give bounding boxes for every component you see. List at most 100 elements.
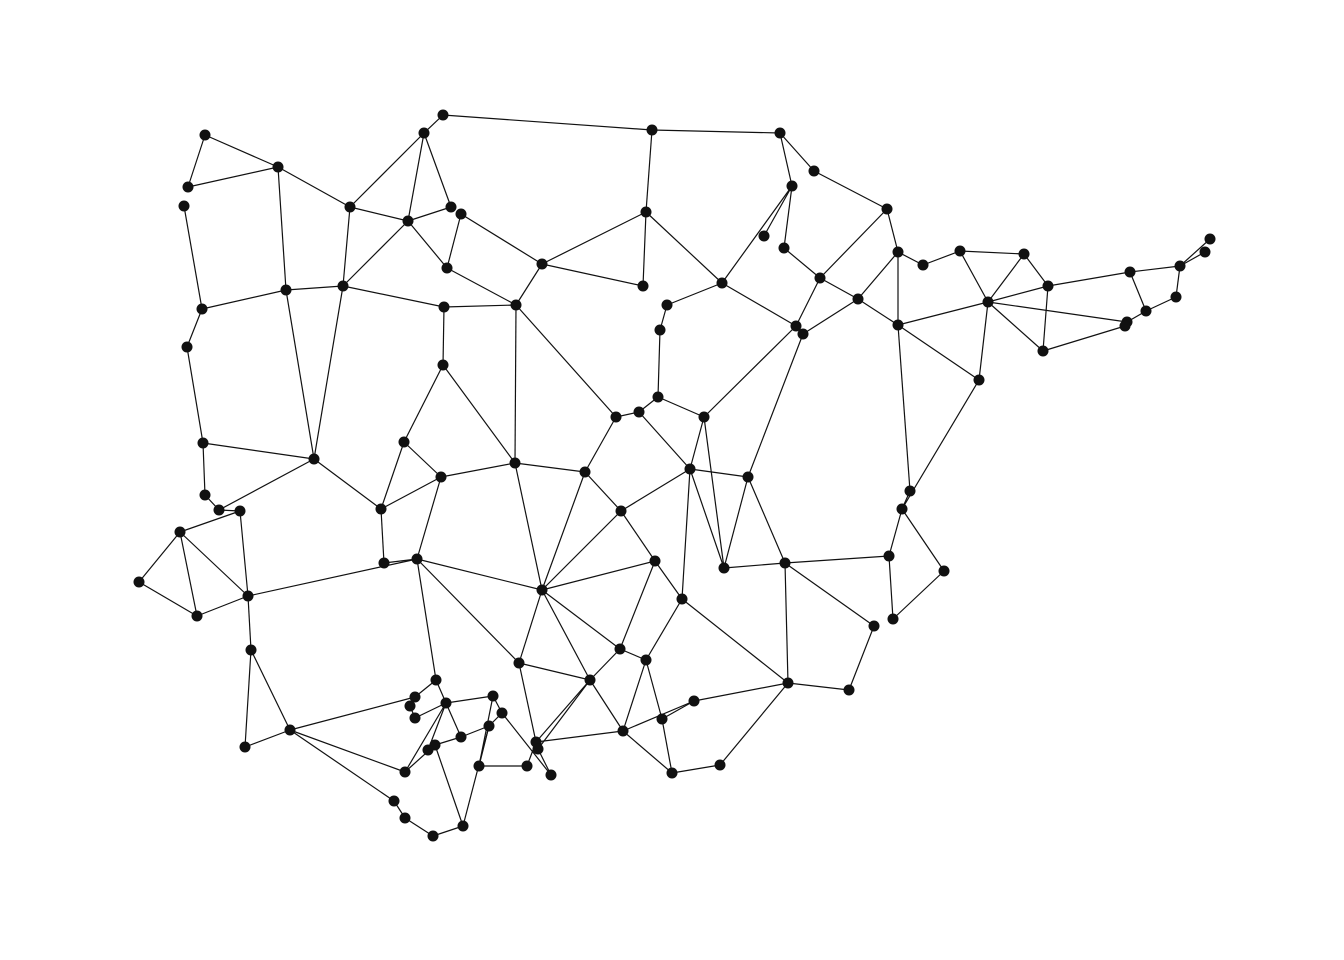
graph-edge: [416, 558, 520, 664]
graph-edge: [289, 729, 395, 802]
graph-edge: [978, 301, 989, 381]
graph-edge: [671, 764, 721, 774]
graph-node: [455, 731, 467, 743]
graph-node: [245, 644, 257, 656]
graph-edge: [342, 285, 445, 308]
graph-edge: [247, 595, 252, 651]
graph-edge: [787, 682, 850, 691]
graph-edge: [416, 558, 543, 591]
graph-edge: [416, 476, 442, 560]
graph-node: [808, 165, 820, 177]
graph-node: [437, 109, 449, 121]
graph-edge: [857, 251, 899, 300]
graph-edge: [620, 468, 691, 512]
graph-node: [652, 391, 664, 403]
graph-node: [1174, 260, 1186, 272]
graph-edge: [541, 560, 656, 591]
graph-edge: [693, 682, 789, 702]
graph-node: [398, 436, 410, 448]
graph-node: [774, 127, 786, 139]
graph-edge: [434, 744, 464, 827]
graph-edge: [541, 471, 586, 591]
graph-node: [133, 576, 145, 588]
graph-edge: [218, 458, 315, 511]
graph-node: [982, 296, 994, 308]
graph-node: [1140, 305, 1152, 317]
graph-edge: [187, 134, 206, 188]
graph-edge: [783, 247, 821, 279]
graph-edge: [584, 471, 622, 512]
graph-node: [1119, 320, 1131, 332]
graph-node: [654, 324, 666, 336]
graph-edge: [703, 325, 797, 418]
graph-node: [778, 242, 790, 254]
graph-node: [676, 593, 688, 605]
graph-edge: [380, 441, 405, 510]
graph-node: [938, 565, 950, 577]
graph-node: [614, 643, 626, 655]
graph-edge: [442, 364, 516, 464]
graph-node: [656, 713, 668, 725]
graph-node: [409, 712, 421, 724]
graph-node: [646, 124, 658, 136]
graph-edge: [515, 304, 617, 418]
graph-edge: [622, 659, 647, 732]
graph-node: [637, 280, 649, 292]
graph-node: [199, 129, 211, 141]
graph-edge: [285, 289, 315, 460]
graph-node: [617, 725, 629, 737]
graph-node: [239, 741, 251, 753]
graph-edge: [819, 208, 888, 279]
graph-edge: [689, 468, 749, 478]
graph-edge: [239, 510, 249, 597]
graph-node: [892, 319, 904, 331]
graph-edge: [645, 129, 653, 213]
graph-node: [435, 471, 447, 483]
graph-edge: [959, 250, 989, 303]
graph-edge: [445, 702, 462, 738]
graph-node: [688, 695, 700, 707]
graph-node: [779, 557, 791, 569]
graph-edge: [202, 442, 315, 460]
graph-node: [378, 557, 390, 569]
graph-node: [510, 299, 522, 311]
graph-node: [272, 161, 284, 173]
graph-edge: [380, 476, 442, 510]
graph-edge: [657, 396, 705, 418]
graph-node: [881, 203, 893, 215]
graph-node: [409, 691, 421, 703]
graph-node: [790, 320, 802, 332]
graph-node: [509, 457, 521, 469]
graph-edge: [277, 166, 351, 208]
graph-node: [584, 674, 596, 686]
graph-edge: [888, 508, 903, 557]
graph-edge: [244, 649, 252, 748]
graph-edge: [289, 729, 406, 773]
graph-edge: [723, 476, 749, 569]
graph-edge: [416, 558, 437, 681]
graph-node: [786, 180, 798, 192]
graph-edge: [138, 531, 181, 583]
nodes-layer: [133, 109, 1216, 842]
graph-edge: [518, 589, 543, 664]
graph-node: [545, 769, 557, 781]
graph-node: [280, 284, 292, 296]
graph-node: [532, 743, 544, 755]
graph-edge: [349, 132, 425, 208]
graph-edge: [183, 205, 203, 310]
graph-node: [718, 562, 730, 574]
graph-node: [402, 215, 414, 227]
graph-edge: [179, 531, 249, 597]
graph-edge: [589, 648, 621, 681]
graph-edge: [535, 730, 624, 743]
graph-edge: [1129, 271, 1147, 312]
graph-edge: [380, 508, 385, 564]
graph-node: [337, 280, 349, 292]
graph-node: [917, 259, 929, 271]
graph-node: [344, 201, 356, 213]
graph-node: [666, 767, 678, 779]
graph-edge: [747, 476, 786, 564]
graph-edge: [440, 462, 516, 478]
graph-edge: [1042, 285, 1049, 352]
